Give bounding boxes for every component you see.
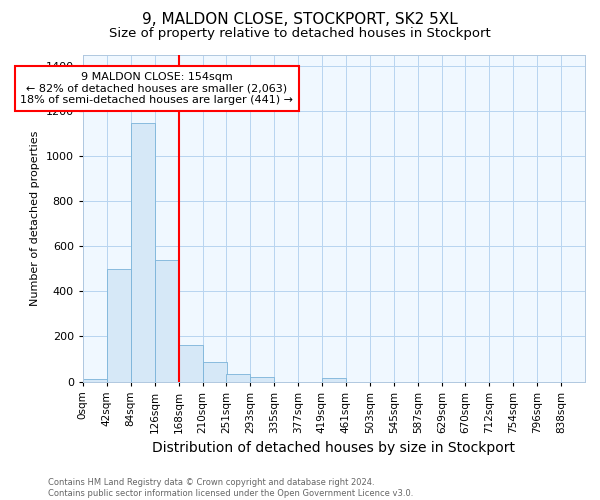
Text: Size of property relative to detached houses in Stockport: Size of property relative to detached ho…: [109, 28, 491, 40]
Bar: [250, 376, 274, 382]
Text: 9, MALDON CLOSE, STOCKPORT, SK2 5XL: 9, MALDON CLOSE, STOCKPORT, SK2 5XL: [142, 12, 458, 28]
Bar: [83, 380, 107, 382]
Bar: [203, 362, 227, 382]
Bar: [131, 122, 155, 382]
Y-axis label: Number of detached properties: Number of detached properties: [30, 130, 40, 306]
X-axis label: Distribution of detached houses by size in Stockport: Distribution of detached houses by size …: [152, 441, 515, 455]
Bar: [322, 378, 346, 382]
Bar: [226, 374, 250, 382]
Bar: [155, 260, 179, 382]
Bar: [179, 346, 203, 382]
Bar: [107, 269, 131, 382]
Text: Contains HM Land Registry data © Crown copyright and database right 2024.
Contai: Contains HM Land Registry data © Crown c…: [48, 478, 413, 498]
Text: 9 MALDON CLOSE: 154sqm
← 82% of detached houses are smaller (2,063)
18% of semi-: 9 MALDON CLOSE: 154sqm ← 82% of detached…: [20, 72, 293, 105]
